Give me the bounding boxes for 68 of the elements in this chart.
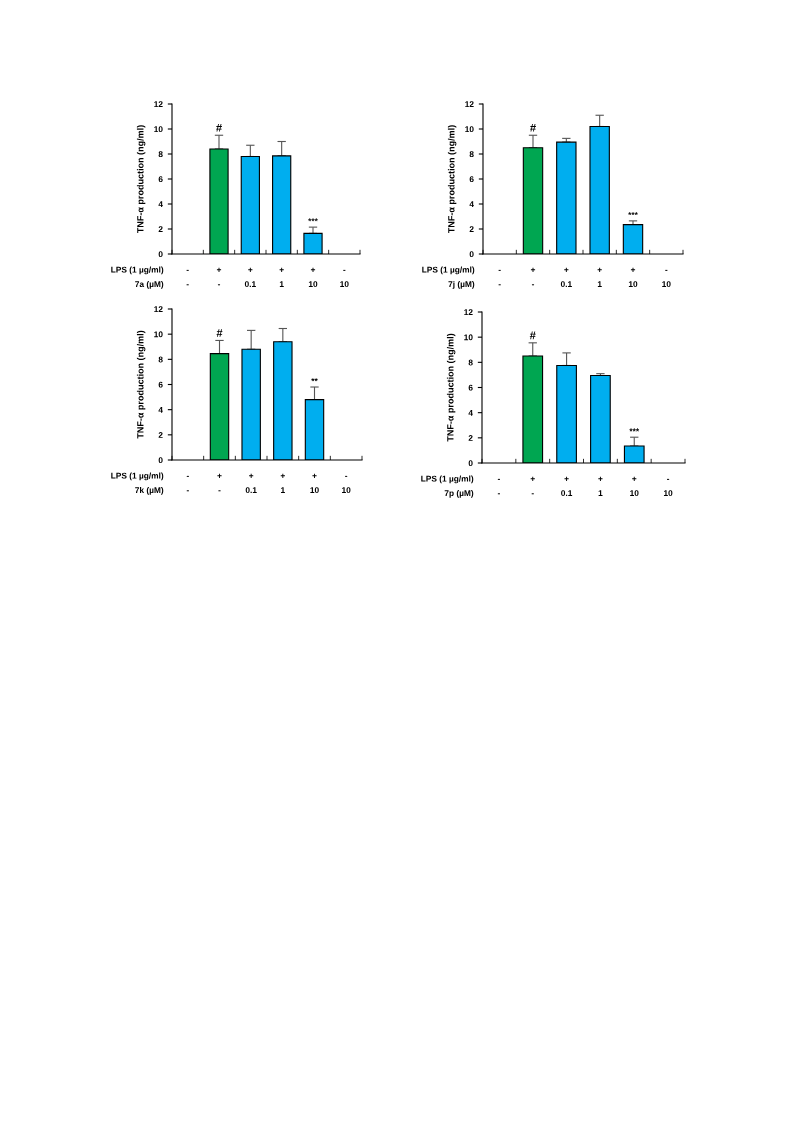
category-label: - 10 — [663, 478, 673, 497]
x-tick-label: + 10 — [310, 473, 319, 494]
y-tick-label: 10 — [154, 331, 163, 338]
y-tick-label: 10 — [464, 334, 473, 341]
category-label: - 10 — [662, 269, 671, 288]
y-tick-label: 8 — [158, 151, 163, 158]
annotation: # — [530, 123, 536, 132]
y-tick-label: 8 — [469, 151, 474, 158]
y-tick-label: 10 — [154, 126, 163, 133]
y-tick-label: 0 — [158, 457, 163, 464]
y-tick-label: 2 — [158, 432, 163, 438]
y-tick-label: 0 — [469, 251, 474, 258]
x-tick-label: + 0.1 — [244, 267, 256, 288]
y-tick-label: 8 — [158, 356, 163, 363]
category-label: + - — [216, 267, 222, 286]
y-tick-label: 0 — [158, 251, 163, 258]
x-tick-label: + 10 — [628, 267, 638, 288]
y-tick-label: 12 — [154, 306, 163, 313]
annotation: # — [216, 123, 222, 132]
category-label: - 10 — [342, 475, 351, 494]
y-tick-label: 4 — [158, 406, 163, 413]
x-tick-label: + 10 — [308, 267, 318, 288]
y-tick-label: 0 — [468, 460, 473, 467]
annotation: *** — [628, 212, 638, 216]
x-tick-label: + 1 — [279, 267, 284, 287]
annotation: # — [216, 329, 223, 337]
x-tick-label: + 1 — [598, 476, 603, 496]
y-axis-title: TNF-α production (ng/ml) — [136, 330, 146, 439]
y-tick-label: 4 — [468, 409, 473, 416]
y-tick-label: 12 — [464, 309, 473, 316]
y-axis-title: TNF-α production (ng/ml) — [446, 333, 456, 442]
annotation: # — [529, 331, 536, 340]
x-tick-label: + 1 — [597, 267, 602, 287]
category-label: - - — [186, 475, 189, 492]
category-label: + - — [530, 476, 535, 495]
y-tick-label: 12 — [154, 101, 163, 108]
y-tick-label: 4 — [469, 201, 474, 208]
y-tick-label: 10 — [465, 126, 474, 133]
annotation: ** — [311, 378, 318, 382]
category-label: - - — [186, 269, 189, 286]
category-label: + - — [530, 267, 536, 286]
text: LPS (1 µg/ml) 7k (µM) — [111, 472, 164, 495]
x-tick-label: + 0.1 — [561, 476, 573, 497]
category-label: - 10 — [340, 269, 349, 288]
y-tick-label: 6 — [469, 176, 474, 183]
category-label: - - — [498, 269, 501, 286]
y-tick-label: 2 — [469, 226, 474, 233]
y-tick-label: 6 — [468, 384, 473, 391]
annotation: *** — [629, 428, 640, 432]
y-axis-title: TNF-α production (ng/ml) — [136, 125, 146, 234]
x-tick-label: + 0.1 — [245, 473, 257, 494]
y-tick-label: 12 — [465, 101, 474, 108]
annotation: *** — [308, 218, 318, 222]
y-tick-label: 6 — [158, 176, 163, 183]
y-axis-title: TNF-α production (ng/ml) — [447, 125, 457, 234]
category-label: + - — [217, 473, 222, 492]
text: LPS (1 µg/ml) 7j (µM) — [422, 266, 475, 289]
text: LPS (1 µg/ml) 7a (µM) — [111, 266, 164, 289]
y-tick-label: 4 — [158, 201, 163, 208]
x-tick-label: + 10 — [630, 476, 639, 497]
x-tick-label: + 1 — [280, 473, 285, 493]
category-label: - - — [497, 478, 500, 495]
x-tick-label: + 0.1 — [560, 267, 572, 288]
text: LPS (1 µg/ml) 7p (µM) — [421, 475, 474, 498]
y-tick-label: 2 — [468, 435, 473, 441]
y-tick-label: 6 — [158, 381, 163, 388]
y-tick-label: 2 — [158, 226, 163, 233]
y-tick-label: 8 — [468, 359, 473, 366]
